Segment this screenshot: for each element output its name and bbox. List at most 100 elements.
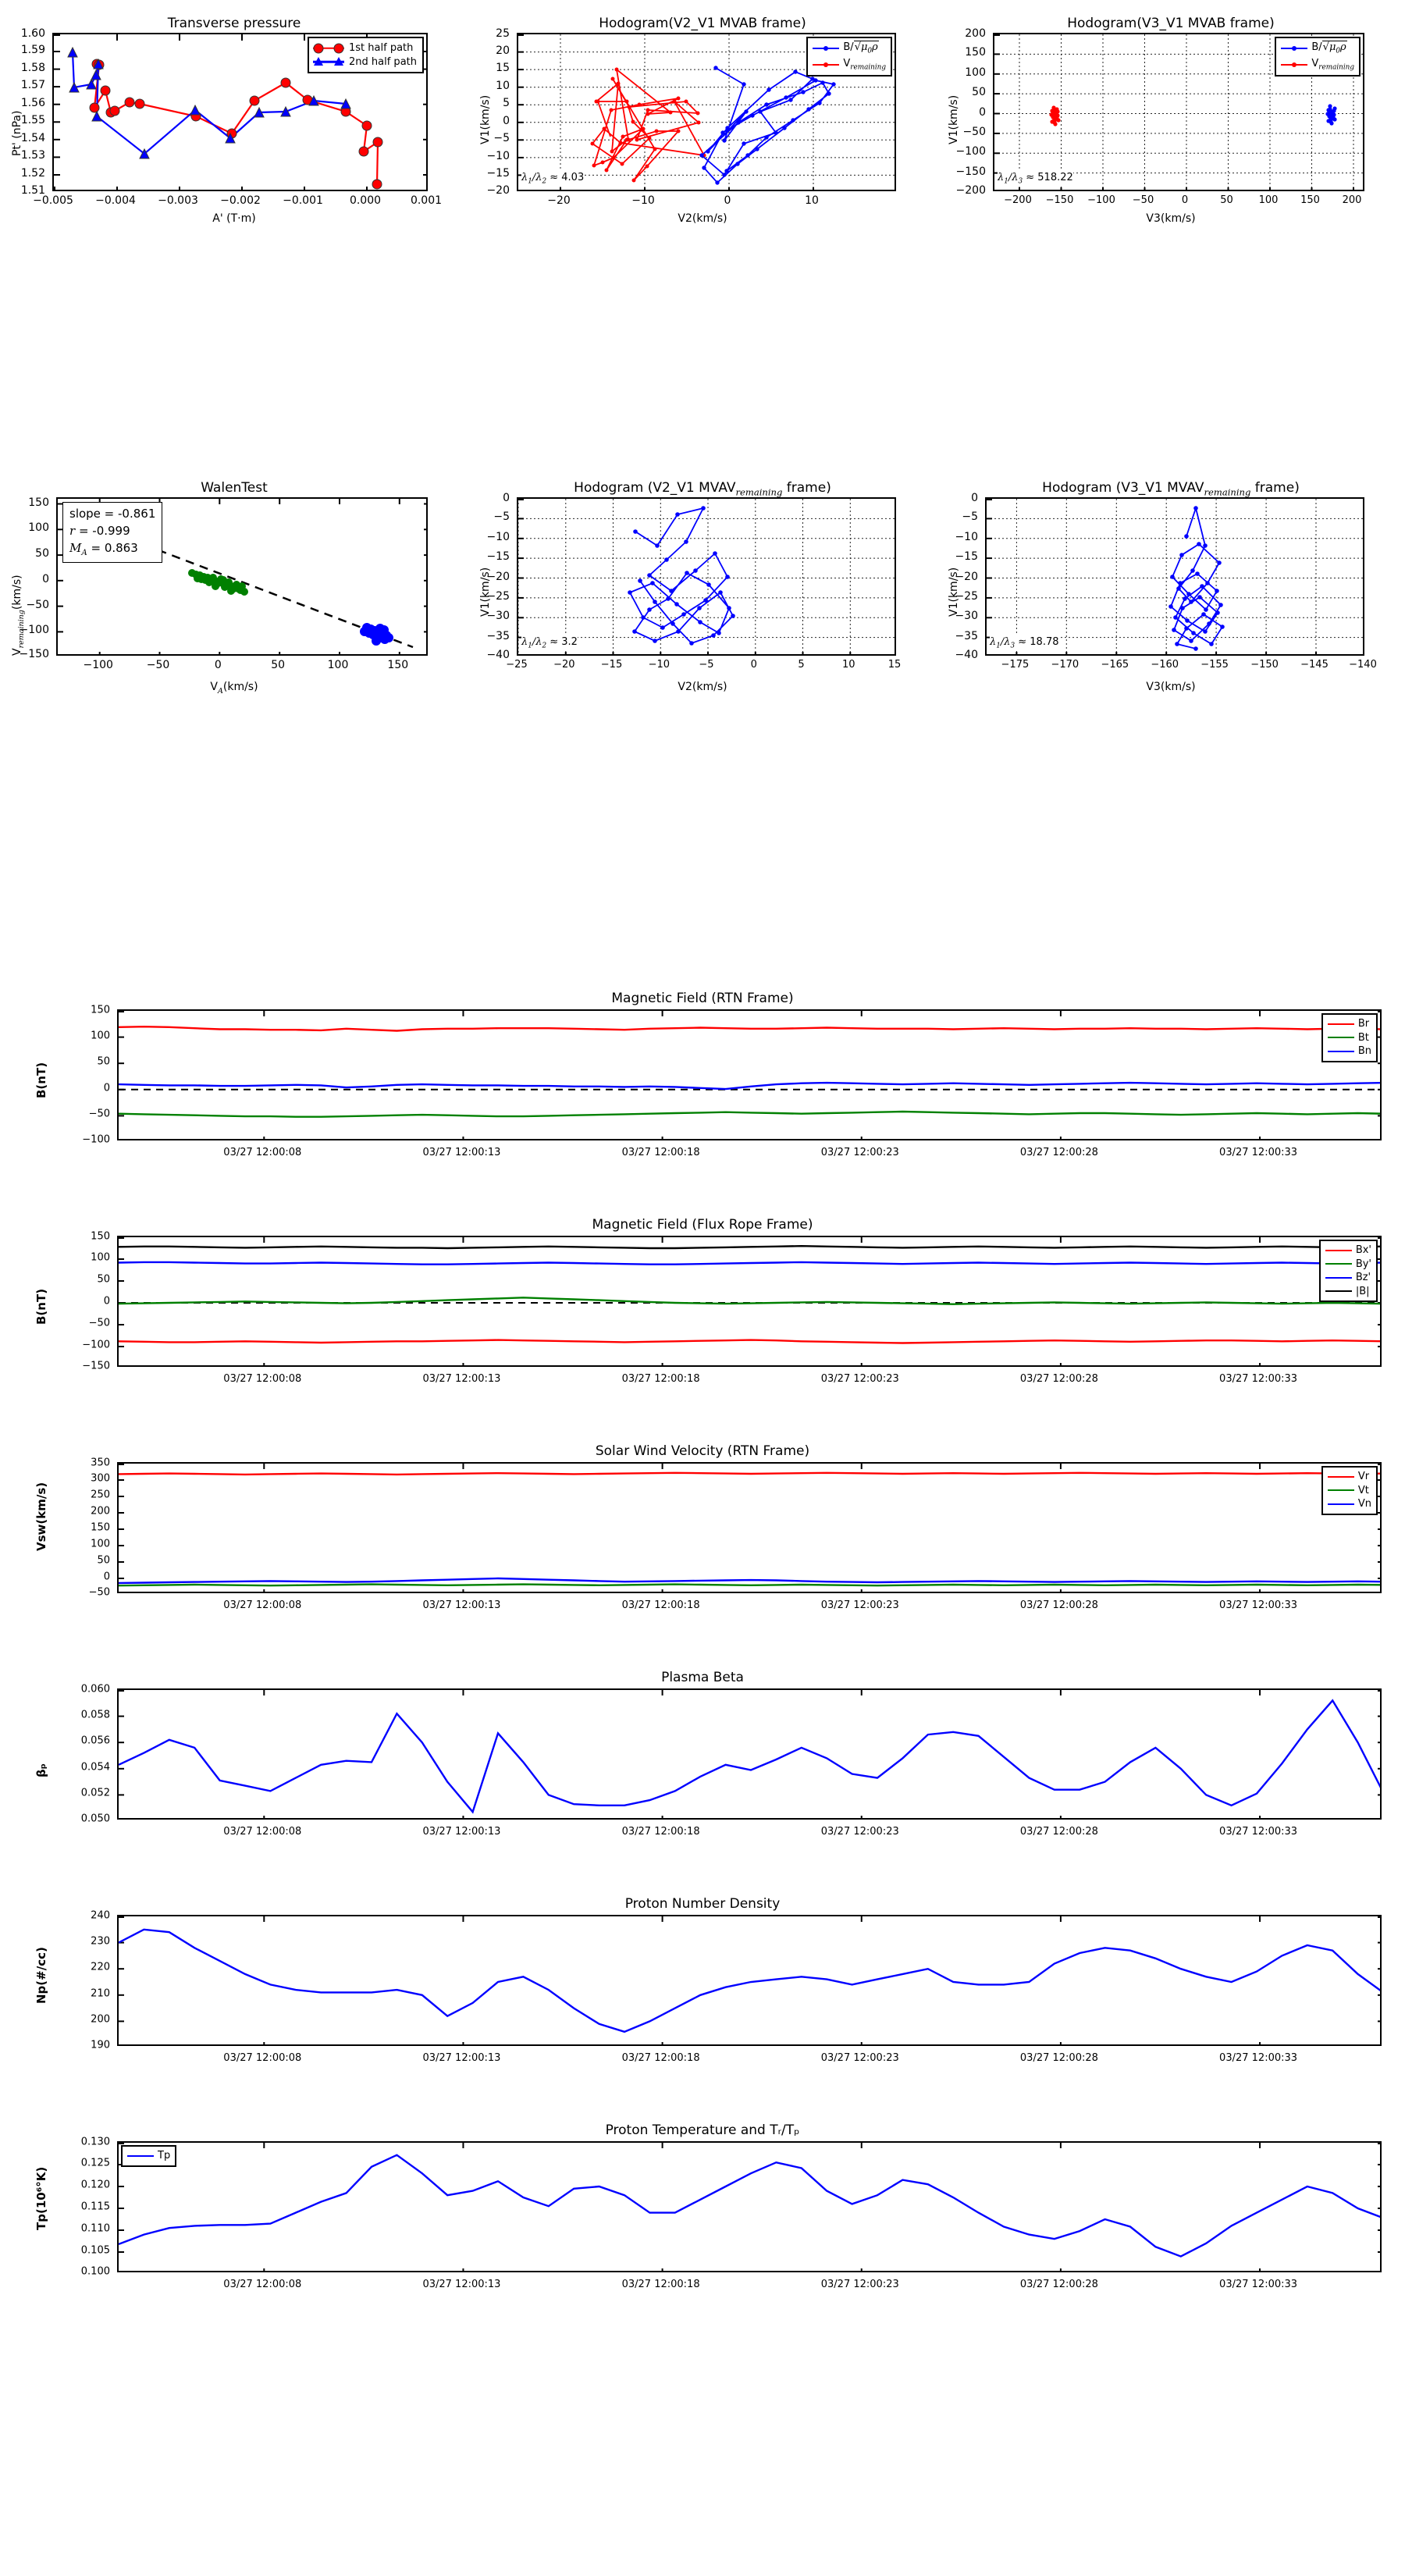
y-tick: 0.115 bbox=[80, 2201, 110, 2213]
x-tick: 03/27 12:00:28 bbox=[1019, 1147, 1098, 1158]
legend-item-v-remaining: Vremaining bbox=[813, 57, 886, 73]
walen-r: r = -0.999 bbox=[69, 523, 130, 538]
x-tick: 03/27 12:00:13 bbox=[422, 1373, 501, 1385]
y-tick: 50 bbox=[35, 547, 49, 560]
x-tick: 100 bbox=[1258, 194, 1279, 206]
y-tick: 1.59 bbox=[20, 44, 45, 56]
legend-item-bz: Bz' bbox=[1325, 1271, 1371, 1285]
y-tick: −20 bbox=[486, 570, 510, 583]
y-tick: 1.53 bbox=[20, 149, 45, 162]
plot-area: Tp bbox=[117, 2141, 1382, 2272]
y-tick: 0 bbox=[103, 1082, 110, 1094]
x-tick: 03/27 12:00:28 bbox=[1019, 1826, 1098, 1838]
line-marker-icon bbox=[127, 2151, 154, 2161]
plot-area: B/√μ0ρ Vremaining λ1/λ3 ≈ 518.22 bbox=[993, 33, 1364, 191]
x-tick: −20 bbox=[547, 194, 571, 207]
legend-hodogram-v3v1-mvab: B/√μ0ρ Vremaining bbox=[1275, 37, 1361, 77]
legend-item-v-remaining: Vremaining bbox=[1281, 57, 1354, 73]
plot-area: 1st half path 2nd half path bbox=[52, 33, 428, 191]
x-tick: −150 bbox=[1250, 659, 1279, 671]
y-tick: −150 bbox=[955, 165, 986, 178]
line-marker-icon bbox=[1327, 1033, 1354, 1042]
red-line-marker-icon bbox=[813, 60, 840, 69]
x-tick: 0 bbox=[724, 194, 731, 207]
y-tick: 100 bbox=[28, 521, 49, 535]
panel-beta: Plasma Beta βₚ 0.050 0.052 0.054 0.056 0.058 0.… bbox=[0, 1667, 1405, 1893]
y-tick: −10 bbox=[955, 530, 978, 543]
x-tick: 03/27 12:00:23 bbox=[820, 2279, 899, 2290]
series-b bbox=[119, 1244, 1380, 1250]
y-tick: −50 bbox=[88, 1108, 110, 1120]
y-tick: 50 bbox=[972, 86, 986, 99]
x-tick: 03/27 12:00:28 bbox=[1019, 1373, 1098, 1385]
x-tick: 03/27 12:00:08 bbox=[223, 2052, 302, 2064]
plot-area: Vr Vt Vn bbox=[117, 1462, 1382, 1593]
plot-area: Bx' By' Bz' |B| bbox=[117, 1236, 1382, 1367]
y-tick: 200 bbox=[91, 2013, 110, 2026]
y-tick: 1.58 bbox=[20, 61, 45, 74]
y-tick-labels: 1.60 1.59 1.58 1.57 1.56 1.55 1.54 1.53 … bbox=[0, 27, 52, 197]
legend-item-b-alfven: B/√μ0ρ bbox=[1281, 41, 1354, 57]
legend-label: B/√μ0ρ bbox=[1311, 41, 1347, 55]
panel-title: Proton Temperature and Tᵣ/Tₚ bbox=[605, 2122, 800, 2138]
y-tick: 350 bbox=[91, 1457, 110, 1469]
x-tick: −165 bbox=[1101, 659, 1129, 671]
x-tick: 03/27 12:00:33 bbox=[1219, 2279, 1298, 2290]
plot-area bbox=[117, 1915, 1382, 2046]
y-tick: 100 bbox=[91, 1251, 110, 1264]
x-tick: 03/27 12:00:33 bbox=[1219, 1826, 1298, 1838]
y-tick: 20 bbox=[496, 44, 510, 57]
walen-ma: MA = 0.863 bbox=[69, 540, 138, 557]
mag_rtn-svg bbox=[119, 1011, 1380, 1139]
x-tick: −0.005 bbox=[33, 194, 73, 207]
circle-marker-icon bbox=[313, 43, 345, 54]
legend-label: Br bbox=[1357, 1018, 1370, 1030]
legend-label: 1st half path bbox=[349, 42, 414, 54]
line-marker-icon bbox=[1327, 1047, 1354, 1056]
y-tick: 150 bbox=[91, 1230, 110, 1243]
mag_fr-svg bbox=[119, 1237, 1380, 1365]
x-tick: 03/27 12:00:08 bbox=[223, 1147, 302, 1158]
walen-slope: slope = -0.861 bbox=[69, 507, 156, 521]
x-tick: −175 bbox=[1001, 659, 1030, 671]
x-tick: 03/27 12:00:23 bbox=[820, 2052, 899, 2064]
y-tick: −30 bbox=[955, 610, 978, 623]
y-tick-labels: −100 −50 0 50 100 150 bbox=[0, 1005, 117, 1146]
walen-fit-annotation: slope = -0.861 r = -0.999 MA = 0.863 bbox=[62, 502, 163, 564]
y-tick-labels: 200 150 100 50 0 −50 −100 −150 −200 bbox=[937, 27, 993, 197]
x-tick: 03/27 12:00:33 bbox=[1219, 1373, 1298, 1385]
panel-title: Magnetic Field (Flux Rope Frame) bbox=[592, 1217, 813, 1233]
panel-title: Hodogram(V3_V1 MVAB frame) bbox=[1067, 16, 1275, 31]
legend-item-1st-half: 1st half path bbox=[313, 41, 417, 55]
legend-label: Bt bbox=[1357, 1031, 1369, 1044]
x-tick: 03/27 12:00:18 bbox=[621, 1373, 700, 1385]
y-tick: 150 bbox=[91, 1521, 110, 1534]
series-vt bbox=[119, 1583, 1380, 1587]
x-axis-label: A' (T·m) bbox=[212, 212, 256, 225]
x-tick: 50 bbox=[1220, 194, 1233, 206]
x-tick: 03/27 12:00:13 bbox=[422, 1826, 501, 1838]
x-tick: 150 bbox=[387, 659, 409, 671]
y-tick-labels: 25 20 15 10 5 0 −5 −10 −15 −20 bbox=[468, 27, 517, 197]
plot-area bbox=[117, 1688, 1382, 1820]
panel-np: Proton Number Density Np(#/cc) 190 200 210 22… bbox=[0, 1893, 1405, 2119]
x-tick: −170 bbox=[1051, 659, 1080, 671]
x-tick: 03/27 12:00:13 bbox=[422, 2279, 501, 2290]
y-tick: 240 bbox=[91, 1909, 110, 1922]
panel-title: Hodogram (V2_V1 MVAVremaining frame) bbox=[574, 480, 831, 498]
y-tick-labels: 150 100 50 0 −50 −100 −150 bbox=[0, 496, 56, 661]
panel-transverse-pressure: Transverse pressure Pt' (nPa) A' (T·m) bbox=[0, 0, 468, 226]
y-tick-labels: 0.100 0.105 0.110 0.115 0.120 0.125 0.130 bbox=[0, 2137, 117, 2278]
series-tp bbox=[119, 2154, 1380, 2258]
y-tick: 1.60 bbox=[20, 27, 45, 40]
y-tick: 1.52 bbox=[20, 167, 45, 180]
legend-item-b: |B| bbox=[1325, 1285, 1371, 1299]
y-tick: 0.054 bbox=[80, 1761, 110, 1774]
legend-label: |B| bbox=[1355, 1285, 1370, 1297]
line-marker-icon bbox=[1327, 1019, 1354, 1029]
x-tick: 15 bbox=[887, 659, 902, 671]
panel-hodogram-v3v1-mvav: Hodogram (V3_V1 MVAVremaining frame) V1(… bbox=[937, 468, 1405, 703]
y-tick: 200 bbox=[965, 27, 986, 40]
line-marker-icon bbox=[1325, 1246, 1352, 1255]
hodogram-v3v1-mvav-svg bbox=[987, 499, 1363, 654]
